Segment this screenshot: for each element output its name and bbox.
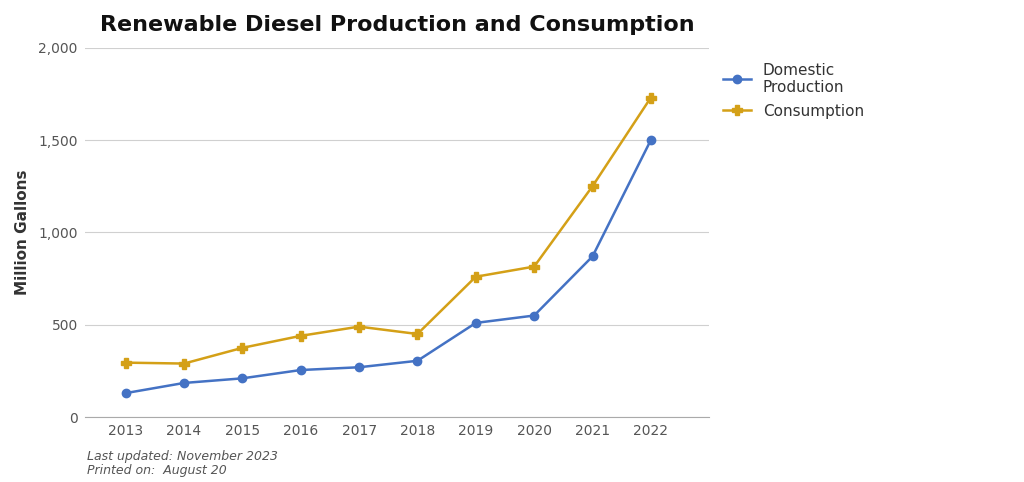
Title: Renewable Diesel Production and Consumption: Renewable Diesel Production and Consumpt… [99, 15, 694, 35]
Consumption [237, 345, 249, 351]
Domestic
Production [587, 254, 599, 259]
Y-axis label: Million Gallons: Million Gallons [15, 170, 30, 295]
Domestic
Production [295, 367, 307, 373]
Domestic
Production [470, 320, 482, 326]
Line: Domestic
Production: Domestic Production [122, 136, 655, 397]
Domestic
Production [120, 390, 132, 396]
Consumption [412, 331, 424, 337]
Domestic
Production [178, 380, 190, 386]
Consumption [528, 264, 541, 269]
Consumption [587, 183, 599, 189]
Line: Consumption: Consumption [121, 93, 655, 368]
Domestic
Production [237, 375, 249, 381]
Consumption [645, 94, 657, 100]
Domestic
Production [528, 313, 541, 319]
Domestic
Production [412, 358, 424, 364]
Consumption [353, 324, 366, 330]
Consumption [470, 274, 482, 280]
Domestic
Production [353, 364, 366, 370]
Text: Printed on:  August 20: Printed on: August 20 [87, 464, 226, 477]
Domestic
Production [645, 137, 657, 143]
Consumption [120, 360, 132, 365]
Legend: Domestic
Production, Consumption: Domestic Production, Consumption [723, 63, 864, 120]
Text: Last updated: November 2023: Last updated: November 2023 [87, 450, 279, 463]
Consumption [295, 333, 307, 339]
Consumption [178, 361, 190, 366]
